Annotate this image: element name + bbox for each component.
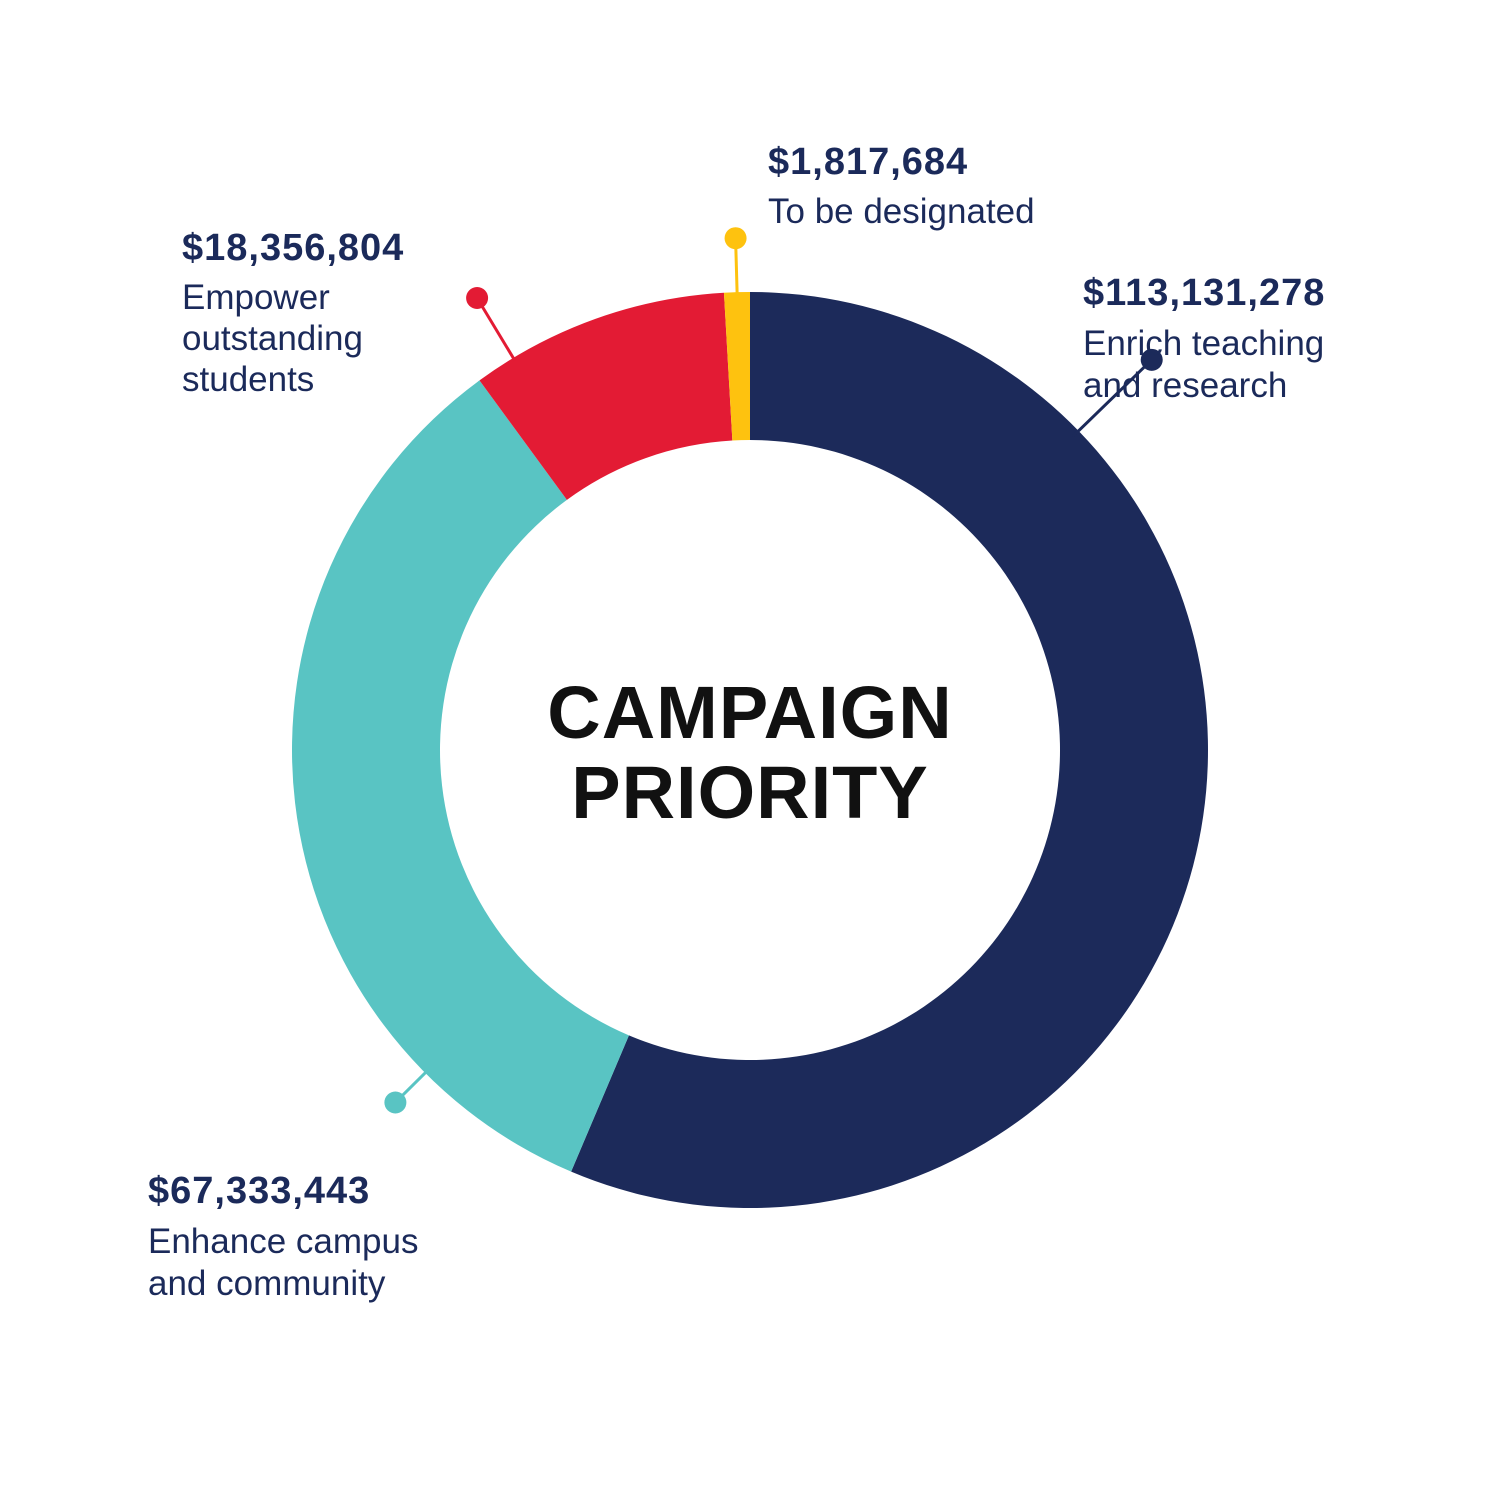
slice-desc-designated-1: To be designated bbox=[768, 192, 1035, 231]
slice-desc-students-2: outstanding bbox=[182, 319, 363, 358]
slice-students bbox=[479, 292, 733, 500]
slice-desc-campus-2: and community bbox=[148, 1264, 386, 1303]
slice-amount-students: $18,356,804 bbox=[182, 227, 404, 269]
leader-line-teaching bbox=[1071, 358, 1153, 438]
slice-desc-students-1: Empower bbox=[182, 278, 330, 317]
center-title-line-1: CAMPAIGN bbox=[547, 671, 952, 754]
donut-slices bbox=[292, 292, 1209, 1208]
leader-dot-teaching bbox=[1140, 348, 1163, 371]
label-teaching: $113,131,278 Enrich teaching and researc… bbox=[1083, 272, 1325, 405]
leader-dot-designated bbox=[724, 227, 747, 250]
slice-designated bbox=[723, 292, 750, 441]
center-title-line-2: PRIORITY bbox=[571, 751, 928, 834]
slice-amount-campus: $67,333,443 bbox=[148, 1170, 370, 1212]
label-students: $18,356,804 Empower outstanding students bbox=[182, 227, 404, 399]
slice-desc-teaching-2: and research bbox=[1083, 366, 1287, 405]
leader-line-students bbox=[475, 297, 517, 362]
slice-amount-designated: $1,817,684 bbox=[768, 141, 968, 183]
leader-dot-students bbox=[466, 286, 489, 309]
leader-dot-campus bbox=[384, 1091, 407, 1114]
label-designated: $1,817,684 To be designated bbox=[768, 141, 1035, 231]
slice-desc-students-3: students bbox=[182, 360, 314, 399]
slice-teaching bbox=[571, 292, 1209, 1208]
slice-amount-teaching: $113,131,278 bbox=[1083, 272, 1325, 314]
slice-desc-teaching-1: Enrich teaching bbox=[1083, 324, 1324, 363]
slice-desc-campus-1: Enhance campus bbox=[148, 1222, 418, 1261]
center-title: CAMPAIGN PRIORITY bbox=[547, 671, 952, 834]
label-campus: $67,333,443 Enhance campus and community bbox=[148, 1170, 418, 1303]
slice-campus bbox=[292, 380, 629, 1172]
leader-lines bbox=[384, 227, 1163, 1114]
